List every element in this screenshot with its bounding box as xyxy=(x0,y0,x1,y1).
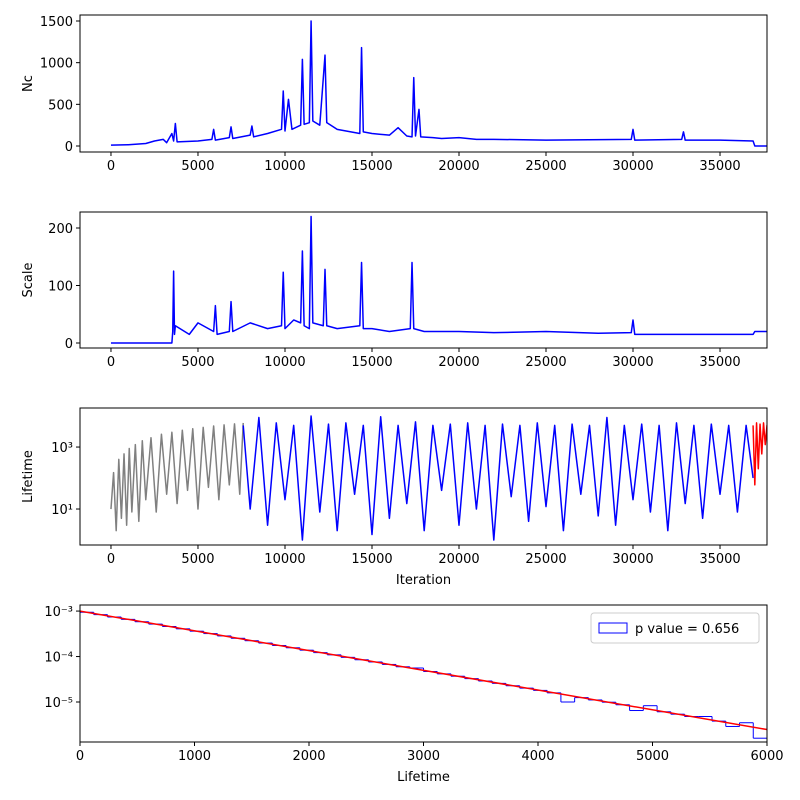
x-tick-label: 10000 xyxy=(264,552,305,567)
y-tick-label: 10³ xyxy=(51,441,73,456)
x-tick-label: 2000 xyxy=(292,749,325,764)
plot-area xyxy=(110,215,767,344)
y-tick-label: 0 xyxy=(65,337,73,352)
y-tick-label: 200 xyxy=(48,222,73,237)
y-tick-label: 10¹ xyxy=(51,503,73,518)
plot-area xyxy=(110,415,767,541)
x-tick-label: 15000 xyxy=(351,159,392,174)
x-tick-label: 30000 xyxy=(612,355,653,370)
data-line xyxy=(110,215,767,344)
subplot: 0 5000 10000 15000 20000 25000 30000 35000 10¹ 10… xyxy=(21,407,768,588)
plot-area xyxy=(110,20,767,147)
x-tick-label: 25000 xyxy=(525,355,566,370)
x-tick-label: 35000 xyxy=(699,355,740,370)
axes-frame xyxy=(79,407,768,546)
y-tick-label: 100 xyxy=(48,279,73,294)
x-axis-label: Lifetime xyxy=(397,770,450,785)
x-tick-label: 10000 xyxy=(264,355,305,370)
x-tick-label: 20000 xyxy=(438,552,479,567)
legend-swatch xyxy=(598,622,628,634)
y-tick-label: 1000 xyxy=(40,57,73,72)
data-line xyxy=(242,415,754,541)
x-tick-label: 5000 xyxy=(181,552,214,567)
y-tick-label: 10⁻⁵ xyxy=(44,696,73,711)
axes-frame xyxy=(79,14,768,153)
legend-label: p value = 0.656 xyxy=(635,622,739,637)
x-tick-label: 6000 xyxy=(750,749,783,764)
x-tick-label: 35000 xyxy=(699,159,740,174)
plot-area xyxy=(80,610,767,742)
axes-frame xyxy=(79,604,768,743)
y-axis-label: Scale xyxy=(21,263,36,298)
subplot: 0 1000 2000 3000 4000 5000 6000 10⁻⁵ 10⁻⁴ 10⁻³ Lif… xyxy=(44,604,784,785)
x-tick-label: 20000 xyxy=(438,355,479,370)
x-tick-label: 5000 xyxy=(181,159,214,174)
x-tick-label: 10000 xyxy=(264,159,305,174)
y-tick-label: 1500 xyxy=(40,15,73,30)
x-tick-label: 25000 xyxy=(525,159,566,174)
x-tick-label: 30000 xyxy=(612,159,653,174)
y-tick-label: 0 xyxy=(65,140,73,155)
y-tick-label: 10⁻⁴ xyxy=(44,651,73,666)
subplot: 0 5000 10000 15000 20000 25000 30000 35000 0 500 1… xyxy=(21,14,768,174)
subplot: 0 5000 10000 15000 20000 25000 30000 35000 0 100 2… xyxy=(21,211,768,370)
x-tick-label: 0 xyxy=(107,159,115,174)
x-tick-label: 1000 xyxy=(178,749,211,764)
y-tick-label: 10⁻³ xyxy=(44,605,73,620)
data-line xyxy=(110,422,244,532)
x-tick-label: 0 xyxy=(107,355,115,370)
x-tick-label: 3000 xyxy=(407,749,440,764)
y-axis-label: Lifetime xyxy=(21,450,36,503)
x-tick-label: 20000 xyxy=(438,159,479,174)
x-tick-label: 15000 xyxy=(351,355,392,370)
x-tick-label: 0 xyxy=(76,749,84,764)
axes-frame xyxy=(79,211,768,349)
x-tick-label: 5000 xyxy=(636,749,669,764)
data-line xyxy=(80,610,767,731)
x-tick-label: 25000 xyxy=(525,552,566,567)
x-tick-label: 15000 xyxy=(351,552,392,567)
x-tick-label: 4000 xyxy=(521,749,554,764)
data-line xyxy=(110,20,767,147)
x-axis-label: Iteration xyxy=(396,573,451,588)
x-tick-label: 30000 xyxy=(612,552,653,567)
legend-box xyxy=(590,612,760,644)
x-tick-label: 0 xyxy=(107,552,115,567)
data-line xyxy=(752,422,767,486)
y-tick-label: 500 xyxy=(48,98,73,113)
y-axis-label: Nc xyxy=(21,75,36,92)
x-tick-label: 35000 xyxy=(699,552,740,567)
x-tick-label: 5000 xyxy=(181,355,214,370)
